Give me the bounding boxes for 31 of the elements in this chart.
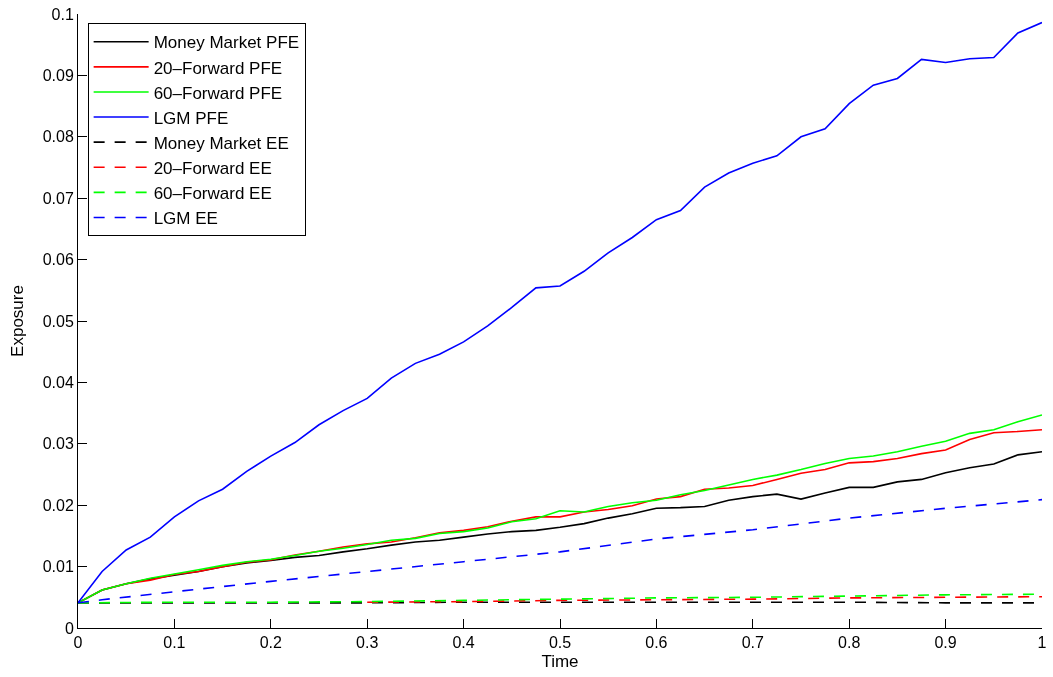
x-tick-label: 0.8	[838, 634, 861, 652]
legend-label: 60–Forward EE	[153, 183, 272, 203]
y-tick-label: 0.06	[42, 251, 74, 269]
y-tick-label: 0.04	[42, 374, 74, 391]
y-tick-label: 0.1	[51, 5, 74, 23]
legend-label: Money Market PFE	[153, 33, 300, 53]
y-tick-label: 0.05	[42, 312, 74, 330]
legend-label: LGM EE	[153, 209, 218, 229]
x-tick-label: 0.4	[452, 634, 475, 652]
legend-label: Money Market EE	[153, 133, 289, 153]
x-axis-title: Time	[541, 651, 579, 671]
y-tick-label: 0.01	[42, 558, 74, 576]
y-tick-label: 0.03	[42, 435, 74, 453]
y-tick-label: 0.09	[42, 67, 74, 84]
y-axis-title: Exposure	[8, 285, 28, 357]
y-tick-label: 0.08	[42, 128, 74, 146]
y-tick-label: 0	[64, 619, 74, 637]
legend-label: 60–Forward PFE	[153, 83, 283, 103]
x-tick-label: 0.6	[645, 634, 668, 652]
x-tick-label: 1	[1037, 634, 1047, 652]
x-tick-label: 0.1	[163, 634, 186, 652]
y-tick-label: 0.02	[42, 496, 74, 514]
y-tick-label: 0.07	[42, 189, 74, 207]
legend-label: 20–Forward EE	[153, 158, 272, 178]
x-tick-label: 0.2	[259, 634, 283, 652]
legend-label: LGM PFE	[153, 108, 229, 128]
x-tick-label: 0.3	[356, 634, 379, 652]
x-tick-label: 0.5	[548, 634, 572, 652]
legend-label: 20–Forward PFE	[153, 58, 283, 78]
x-tick-label: 0.7	[741, 634, 765, 652]
x-tick-label: 0.9	[934, 634, 957, 652]
